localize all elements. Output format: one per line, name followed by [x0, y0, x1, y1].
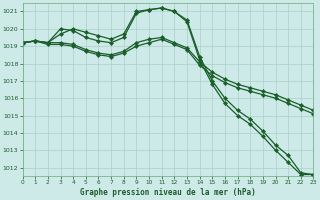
X-axis label: Graphe pression niveau de la mer (hPa): Graphe pression niveau de la mer (hPa): [80, 188, 256, 197]
